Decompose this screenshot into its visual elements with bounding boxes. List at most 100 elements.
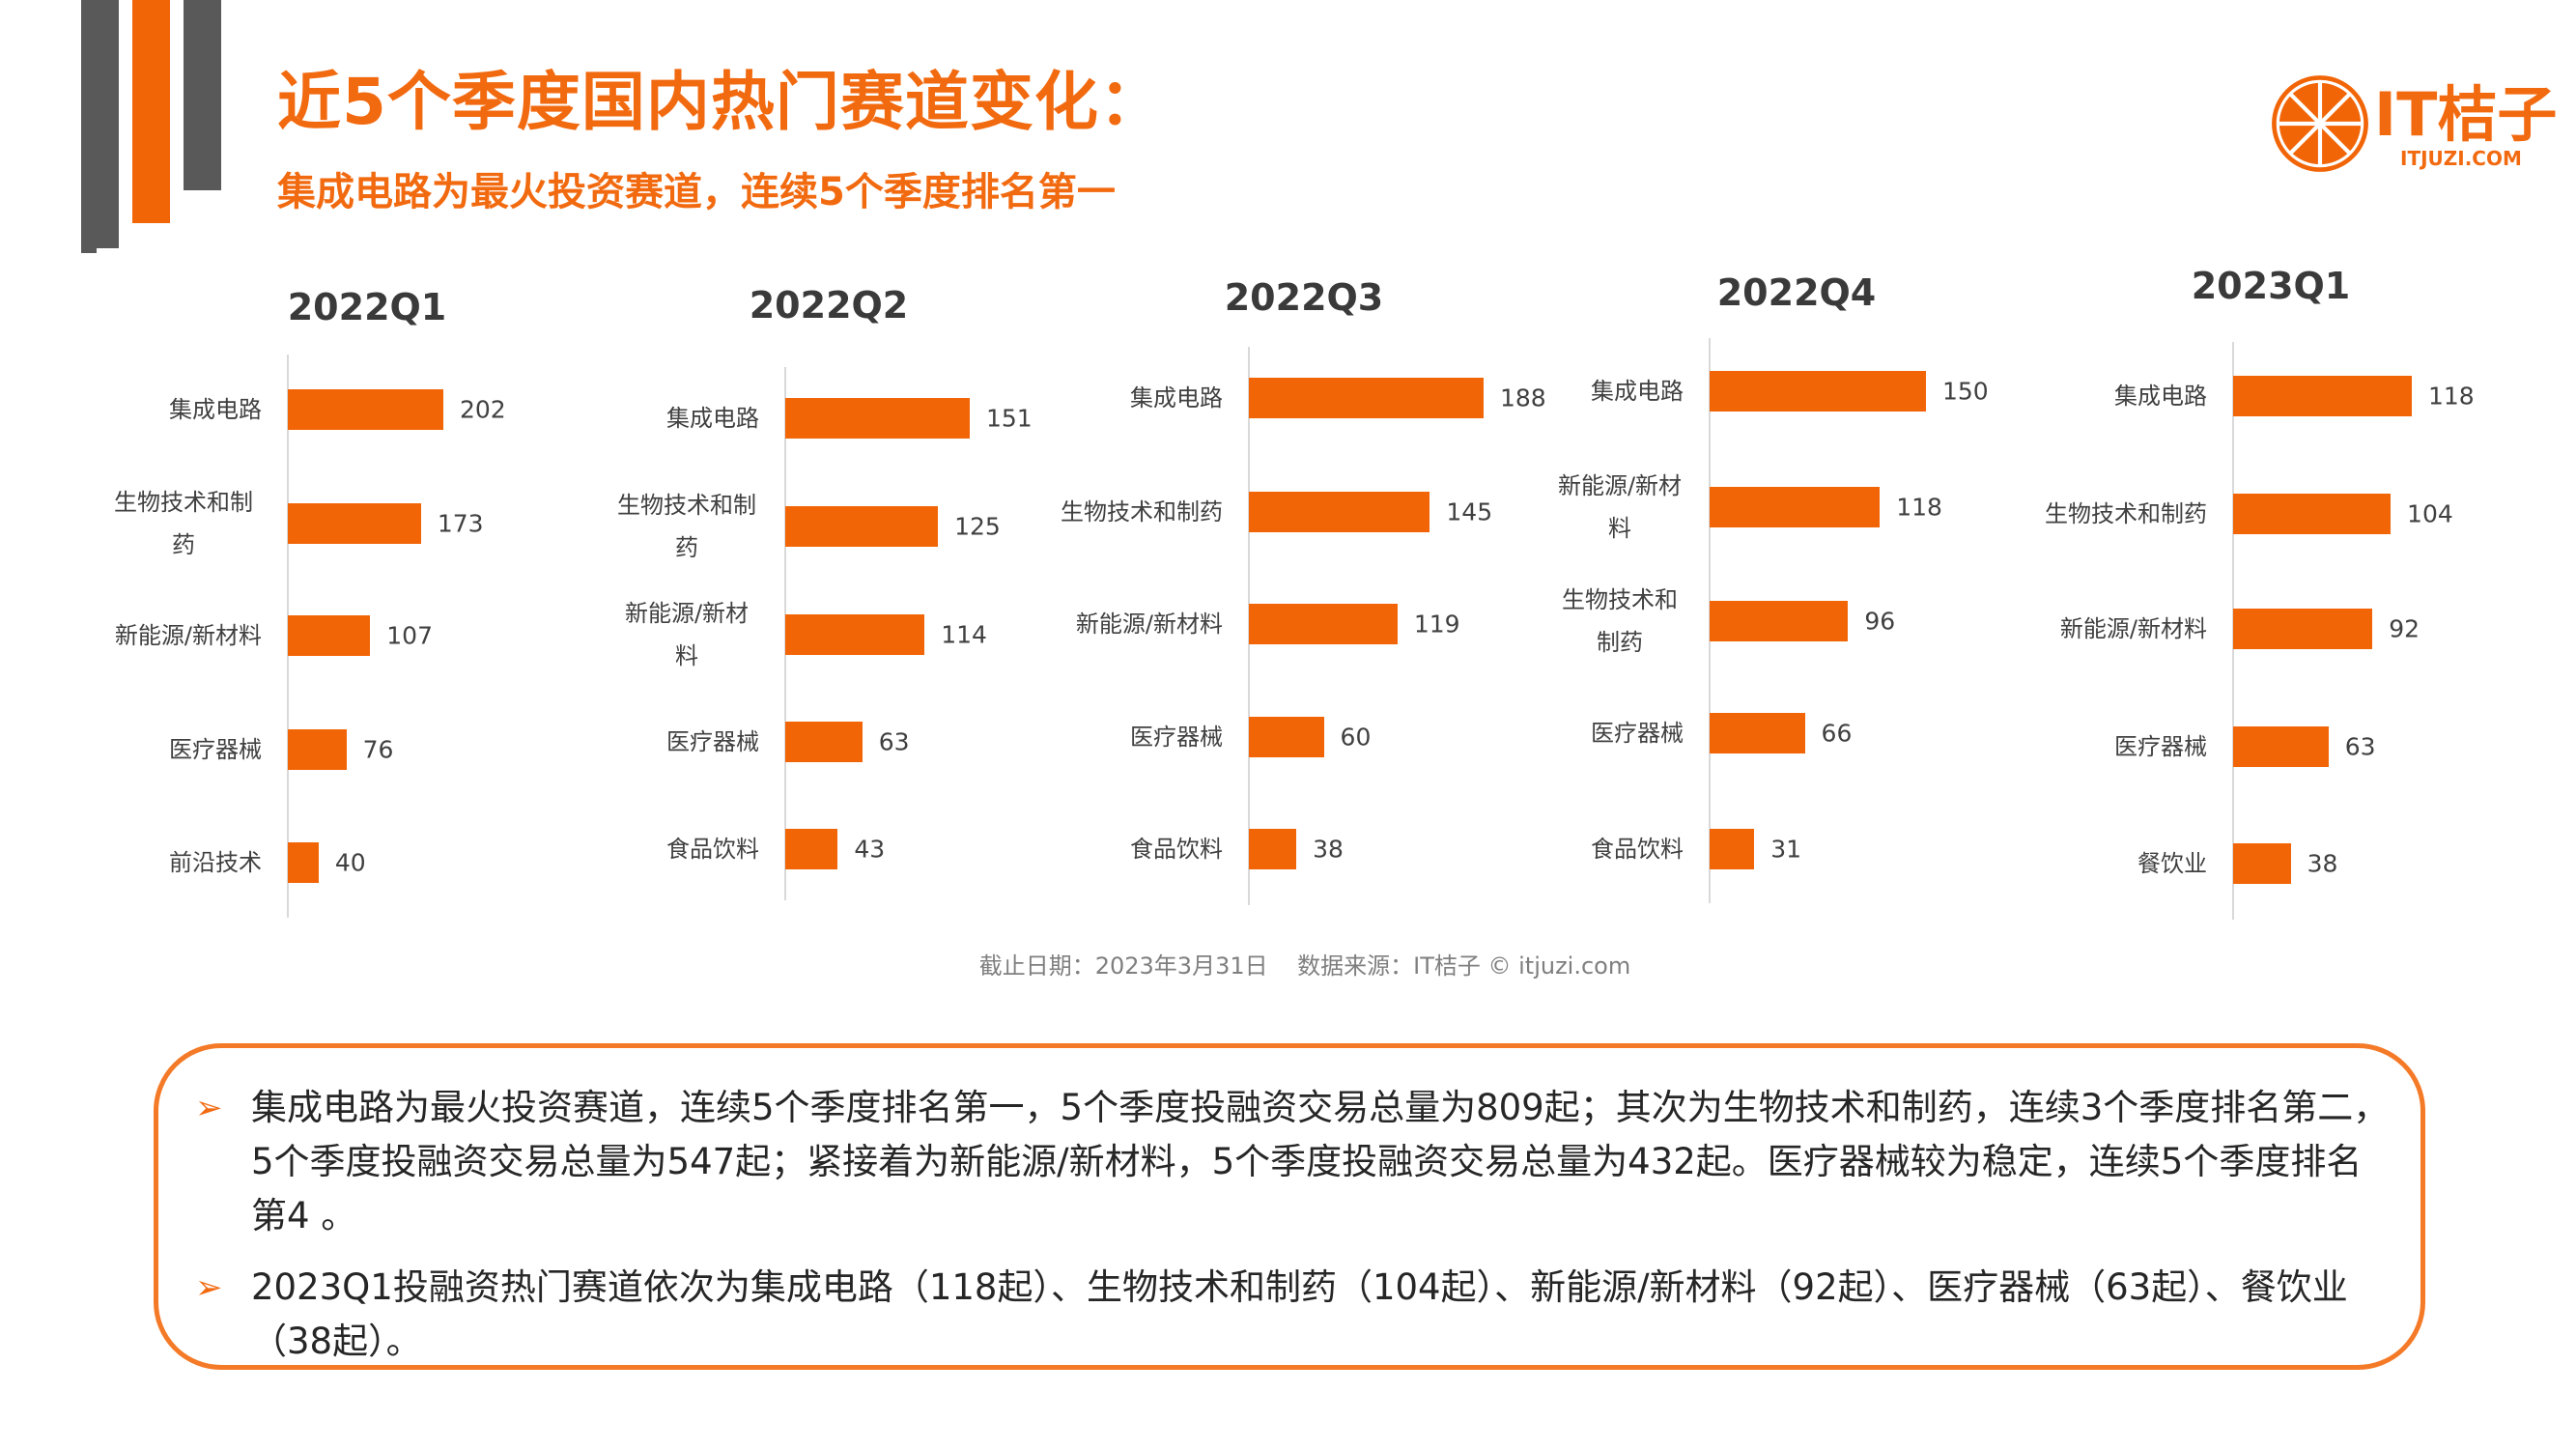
- logo-name: IT桔子: [2374, 79, 2558, 150]
- orange-slice-icon: [2272, 75, 2368, 172]
- category-label: 集成电路: [1030, 377, 1223, 419]
- category-label: 新能源/新材料: [1556, 465, 1684, 550]
- category-label-text: 食品饮料: [1130, 836, 1223, 863]
- bar: [2233, 494, 2392, 534]
- data-label: 107: [386, 621, 433, 650]
- category-label-text: 医疗器械: [666, 728, 759, 755]
- decor-stripe-dark-tail: [81, 0, 97, 253]
- data-label: 66: [1821, 719, 1853, 748]
- category-label-text: 医疗器械: [169, 736, 262, 763]
- arrow-right-icon: ➢: [195, 1089, 223, 1127]
- bar: [2233, 843, 2291, 884]
- category-label: 医疗器械: [614, 721, 759, 763]
- bar: [1710, 487, 1881, 527]
- bar: [1710, 371, 1926, 412]
- bar: [785, 506, 939, 547]
- category-label-text: 前沿技术: [169, 849, 262, 876]
- category-label: 医疗器械: [2014, 725, 2207, 768]
- category-label-text: 集成电路: [2114, 383, 2207, 410]
- category-label-text: 医疗器械: [2114, 733, 2207, 760]
- bar: [1249, 378, 1484, 418]
- category-label: 医疗器械: [1030, 716, 1223, 758]
- category-label: 生物技术和制药: [1556, 579, 1684, 664]
- category-label-text: 生物技术和制药: [1061, 498, 1223, 526]
- category-label-text: 医疗器械: [1130, 724, 1223, 751]
- data-label: 118: [2428, 382, 2475, 411]
- category-label: 新能源/新材料: [614, 592, 759, 677]
- category-label-text: 新能源/新材料: [624, 600, 750, 669]
- data-label: 114: [941, 620, 987, 649]
- category-label: 餐饮业: [2014, 842, 2207, 885]
- data-label: 118: [1896, 493, 1942, 522]
- category-label: 前沿技术: [105, 841, 262, 884]
- category-label: 生物技术和制药: [105, 481, 262, 566]
- category-label-text: 食品饮料: [1591, 836, 1684, 863]
- category-label: 集成电路: [2014, 375, 2207, 417]
- bar: [785, 722, 863, 762]
- bar: [2233, 609, 2373, 649]
- category-label-text: 集成电路: [169, 396, 262, 423]
- data-source-note: 截止日期：2023年3月31日 数据来源：IT桔子 © itjuzi.com: [978, 952, 1631, 980]
- page-title: 近5个季度国内热门赛道变化：: [277, 65, 1164, 139]
- chart-title: 2023Q1: [2191, 265, 2351, 307]
- chart-title: 2022Q3: [1224, 276, 1384, 319]
- arrow-right-icon: ➢: [195, 1268, 223, 1307]
- category-label: 集成电路: [105, 388, 262, 431]
- category-label-text: 医疗器械: [1591, 720, 1684, 747]
- data-label: 104: [2407, 499, 2453, 528]
- bar: [1710, 829, 1755, 869]
- data-label: 76: [362, 735, 394, 764]
- category-label: 食品饮料: [1030, 828, 1223, 870]
- category-label-text: 集成电路: [666, 405, 759, 432]
- data-label: 150: [1942, 377, 1989, 406]
- summary-text: 集成电路为最火投资赛道，连续5个季度排名第一，5个季度投融资交易总量为809起；…: [251, 1087, 2390, 1236]
- category-label: 集成电路: [614, 397, 759, 440]
- data-label: 202: [460, 395, 506, 424]
- category-label: 生物技术和制药: [614, 484, 759, 569]
- bar: [288, 842, 319, 883]
- bar: [785, 398, 970, 439]
- data-label: 60: [1340, 723, 1372, 752]
- chart-title: 2022Q1: [287, 286, 447, 328]
- bar: [1249, 829, 1297, 869]
- category-label: 新能源/新材料: [105, 614, 262, 657]
- category-label-text: 生物技术和制药: [2045, 500, 2207, 527]
- category-label: 医疗器械: [105, 728, 262, 771]
- summary-text: 2023Q1投融资热门赛道依次为集成电路（118起）、生物技术和制药（104起）…: [251, 1266, 2348, 1362]
- category-label-text: 新能源/新材料: [1557, 472, 1683, 542]
- bar: [785, 614, 925, 655]
- data-label: 40: [334, 848, 366, 877]
- bar: [1710, 601, 1849, 641]
- category-label: 新能源/新材料: [2014, 608, 2207, 650]
- logo: IT桔子 ITJUZI.COM: [2270, 71, 2557, 178]
- data-label: 125: [954, 512, 1001, 541]
- bar: [1249, 604, 1398, 644]
- category-label-text: 新能源/新材料: [1075, 611, 1223, 638]
- bar: [1249, 492, 1430, 532]
- category-label-text: 集成电路: [1591, 378, 1684, 405]
- bar: [1249, 717, 1324, 757]
- data-label: 96: [1864, 607, 1896, 636]
- bar: [288, 729, 347, 770]
- category-label-text: 餐饮业: [2137, 850, 2207, 877]
- data-label: 145: [1446, 497, 1493, 526]
- data-label: 38: [2307, 849, 2338, 878]
- category-label: 食品饮料: [1556, 828, 1684, 870]
- category-label-text: 食品饮料: [666, 836, 759, 863]
- data-label: 63: [878, 727, 910, 756]
- bar: [288, 503, 421, 544]
- bar: [288, 615, 371, 656]
- category-label-text: 生物技术和制药: [1562, 586, 1678, 656]
- category-label: 生物技术和制药: [1030, 491, 1223, 533]
- data-label: 31: [1770, 835, 1802, 864]
- category-label-text: 集成电路: [1130, 384, 1223, 412]
- category-label: 新能源/新材料: [1030, 603, 1223, 645]
- data-label: 38: [1313, 835, 1344, 864]
- data-label: 43: [854, 835, 886, 864]
- bar: [2233, 726, 2329, 767]
- summary-bullet: ➢ 集成电路为最火投资赛道，连续5个季度排名第一，5个季度投融资交易总量为809…: [195, 1081, 2397, 1243]
- bar: [2233, 376, 2412, 416]
- category-label: 医疗器械: [1556, 712, 1684, 754]
- data-label: 151: [986, 404, 1033, 433]
- summary-box: ➢ 集成电路为最火投资赛道，连续5个季度排名第一，5个季度投融资交易总量为809…: [154, 1043, 2425, 1370]
